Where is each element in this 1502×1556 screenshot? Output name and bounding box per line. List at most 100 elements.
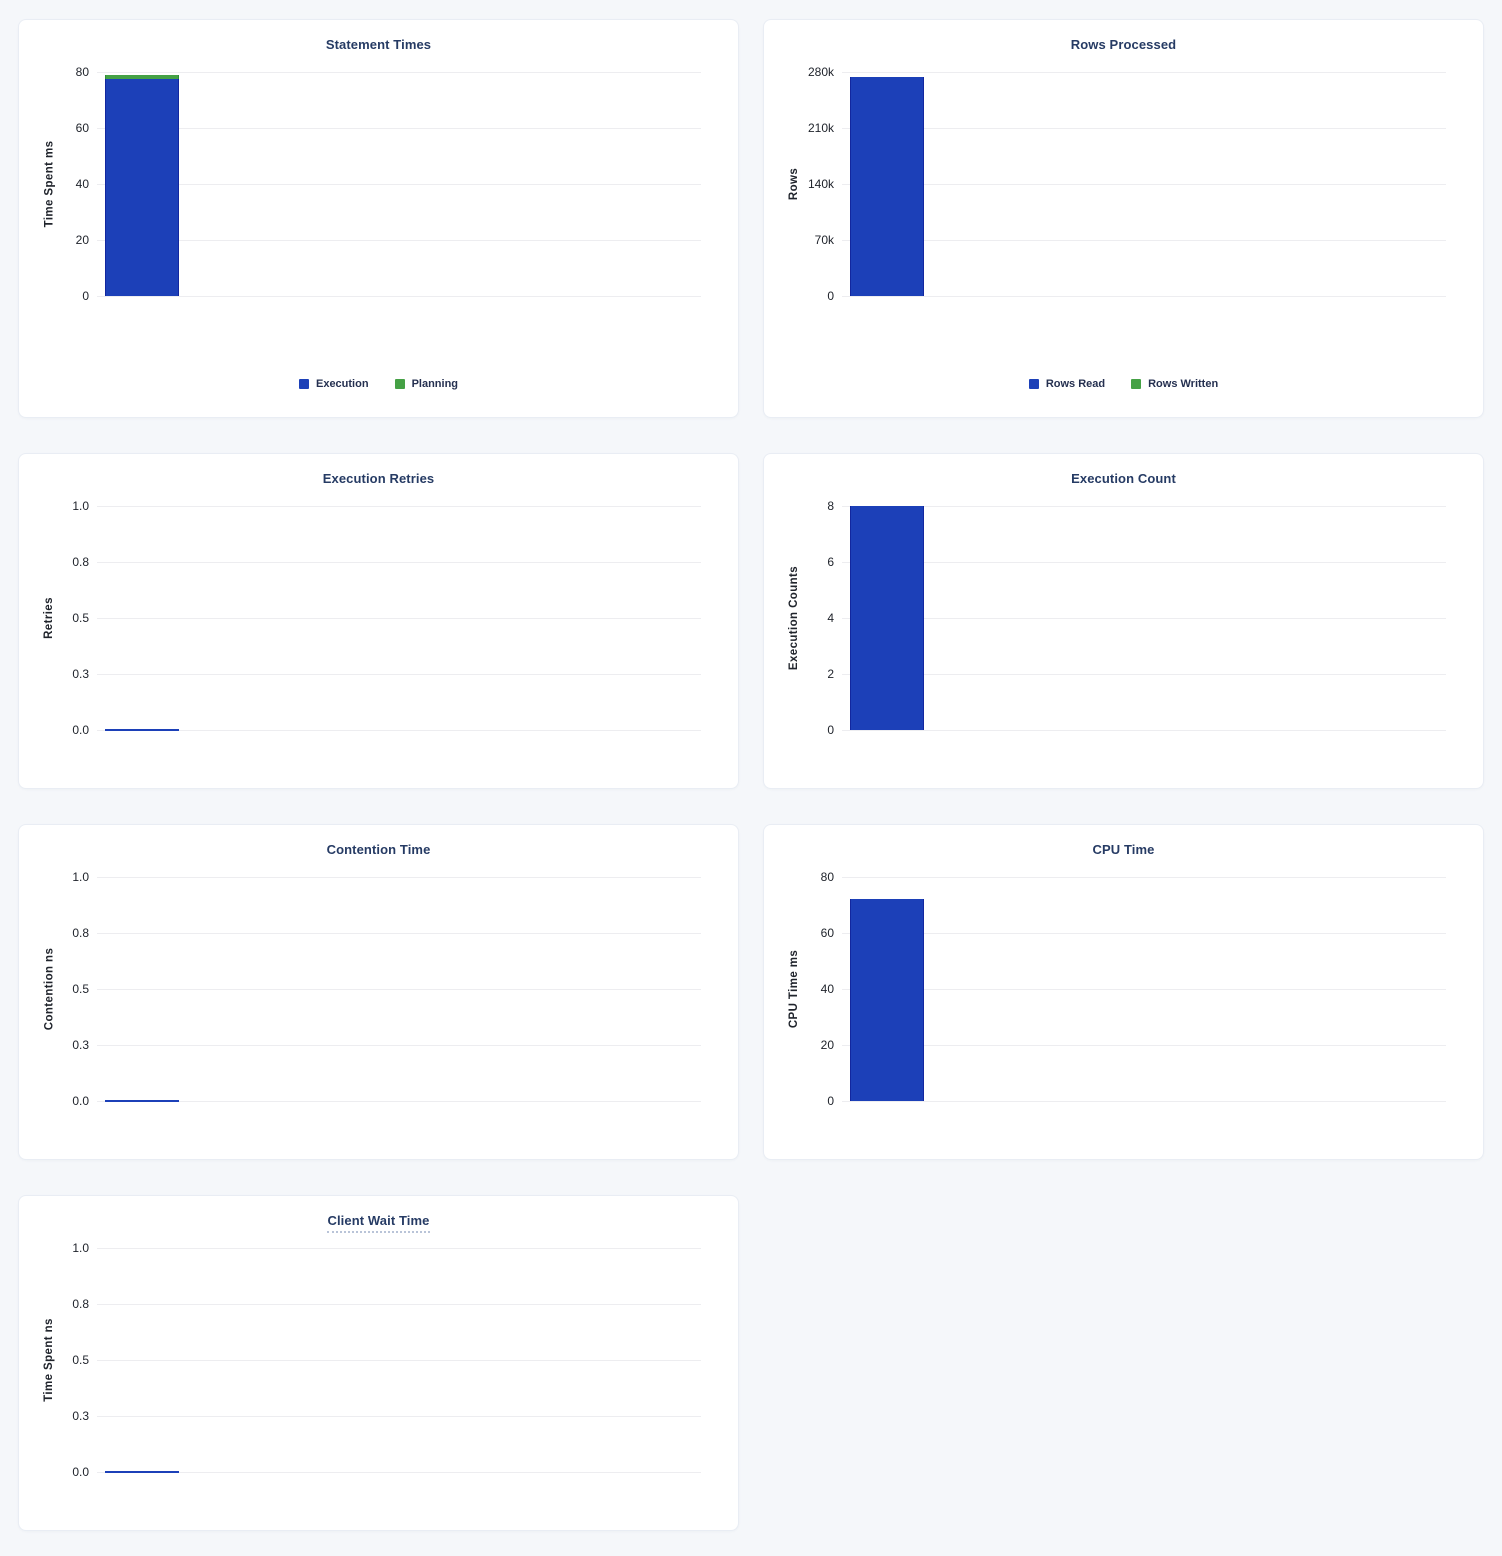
chart-title-rows-processed: Rows Processed <box>1070 37 1177 52</box>
y-axis-title: Execution Counts <box>788 565 800 671</box>
gridline <box>97 72 701 73</box>
y-tick-label: 0.0 <box>72 1465 89 1479</box>
gridline <box>97 1045 701 1046</box>
gridline <box>842 240 1446 241</box>
y-axis-title: Retries <box>43 597 56 639</box>
legend-item-rows-read: Rows Read <box>1028 378 1106 390</box>
y-tick-label: 8 <box>827 499 834 513</box>
gridline <box>97 674 701 675</box>
y-tick-label: 0.0 <box>72 1094 89 1108</box>
y-tick-label: 60 <box>820 926 834 940</box>
y-tick-label: 60 <box>75 121 89 135</box>
gridline <box>97 296 701 297</box>
client-wait-time-bar-chart: 1.0 0.8 0.5 0.3 0.0 Time Spent ns <box>19 1241 738 1479</box>
y-tick-label: 0.5 <box>72 611 89 625</box>
statement-times-bar-chart: 80 60 40 20 0 Time Spent ms <box>19 65 738 303</box>
gridline <box>842 877 1446 878</box>
y-tick-label: 280k <box>807 65 834 79</box>
legend-swatch-icon <box>298 379 309 389</box>
chart-title-client-wait-time: Client Wait Time <box>19 1213 738 1233</box>
bar-execution <box>105 79 179 296</box>
legend-item-execution: Execution <box>298 378 369 390</box>
y-axis-title: CPU Time ms <box>788 949 801 1029</box>
contention-time-bar-chart: 1.0 0.8 0.5 0.3 0.0 Contention ns <box>19 870 738 1108</box>
card-client-wait-time: Client Wait Time 1.0 0.8 0.5 0.3 0.0 Time Spe… <box>18 1195 739 1531</box>
gridline <box>842 72 1446 73</box>
y-tick-label: 6 <box>827 555 834 569</box>
gridline <box>842 989 1446 990</box>
bar-cpu-time <box>850 899 924 1101</box>
zero-value-bar-contention <box>105 1100 179 1102</box>
gridline <box>842 184 1446 185</box>
gridline <box>842 128 1446 129</box>
statement-times-legend: Execution Planning <box>19 378 738 390</box>
card-execution-retries: Execution Retries 1.0 0.8 0.5 0.3 0.0 Retries <box>18 453 739 789</box>
gridline <box>842 506 1446 507</box>
y-tick-label: 0.8 <box>72 555 89 569</box>
gridline <box>97 562 701 563</box>
bar-execution-count <box>850 506 924 730</box>
y-tick-label: 20 <box>820 1038 834 1052</box>
gridline <box>842 1045 1446 1046</box>
y-tick-label: 0 <box>82 289 89 303</box>
gridline <box>842 730 1446 731</box>
gridline <box>97 877 701 878</box>
gridline <box>842 1101 1446 1102</box>
gridline <box>842 562 1446 563</box>
chart-title-contention-time: Contention Time <box>326 842 431 857</box>
gridline <box>97 506 701 507</box>
gridline <box>842 933 1446 934</box>
y-tick-label: 1.0 <box>72 1241 89 1255</box>
legend-swatch-icon <box>1131 379 1142 389</box>
y-axis-title: Time Spent ns <box>43 1318 55 1402</box>
card-contention-time: Contention Time 1.0 0.8 0.5 0.3 0.0 Contentio… <box>18 824 739 1160</box>
gridline <box>97 240 701 241</box>
bar-planning <box>105 75 179 79</box>
y-tick-label: 140k <box>807 177 834 191</box>
y-tick-label: 80 <box>75 65 89 79</box>
y-tick-label: 40 <box>820 982 834 996</box>
bar-rows-read <box>850 76 924 296</box>
chart-title-execution-retries: Execution Retries <box>322 471 435 486</box>
gridline <box>97 184 701 185</box>
gridline <box>97 1472 701 1473</box>
gridline <box>97 933 701 934</box>
gridline <box>842 618 1446 619</box>
gridline <box>97 1416 701 1417</box>
gridline <box>97 730 701 731</box>
gridline <box>97 128 701 129</box>
execution-count-bar-chart: 8 6 4 2 0 Execution Counts <box>764 499 1483 737</box>
rows-processed-legend: Rows Read Rows Written <box>764 378 1483 390</box>
y-axis-title: Contention ns <box>43 947 55 1031</box>
y-tick-label: 1.0 <box>72 870 89 884</box>
gridline <box>842 296 1446 297</box>
legend-label: Rows Written <box>1148 378 1219 390</box>
legend-label: Rows Read <box>1045 378 1106 390</box>
card-execution-count: Execution Count 8 6 4 2 0 Execution Counts <box>763 453 1484 789</box>
gridline <box>97 1304 701 1305</box>
zero-value-bar-retries <box>105 729 179 731</box>
y-tick-label: 20 <box>75 233 89 247</box>
legend-swatch-icon <box>1028 379 1039 389</box>
chart-title-cpu-time: CPU Time <box>1092 842 1155 857</box>
legend-item-rows-written: Rows Written <box>1131 378 1218 390</box>
gridline <box>97 618 701 619</box>
y-axis-title: Rows <box>788 167 800 201</box>
client-wait-time-tooltip-trigger[interactable]: Client Wait Time <box>327 1213 430 1233</box>
y-tick-label: 0.0 <box>72 723 89 737</box>
y-tick-label: 210k <box>807 121 834 135</box>
y-tick-label: 0 <box>827 723 834 737</box>
card-rows-processed: Rows Processed 280k 210k 140k 70k 0 Rows Rows… <box>763 19 1484 418</box>
gridline <box>842 674 1446 675</box>
y-tick-label: 0.8 <box>72 1297 89 1311</box>
y-tick-label: 0.3 <box>72 667 89 681</box>
y-tick-label: 4 <box>827 611 834 625</box>
y-tick-label: 0.5 <box>72 1353 89 1367</box>
legend-swatch-icon <box>394 379 405 389</box>
y-tick-label: 40 <box>75 177 89 191</box>
rows-processed-bar-chart: 280k 210k 140k 70k 0 Rows <box>764 65 1483 303</box>
card-statement-times: Statement Times 80 60 40 20 0 Time Spent ms E… <box>18 19 739 418</box>
card-cpu-time: CPU Time 80 60 40 20 0 CPU Time ms <box>763 824 1484 1160</box>
gridline <box>97 989 701 990</box>
